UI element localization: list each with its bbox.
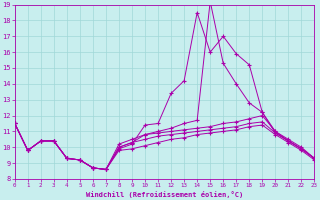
X-axis label: Windchill (Refroidissement éolien,°C): Windchill (Refroidissement éolien,°C)	[86, 191, 243, 198]
